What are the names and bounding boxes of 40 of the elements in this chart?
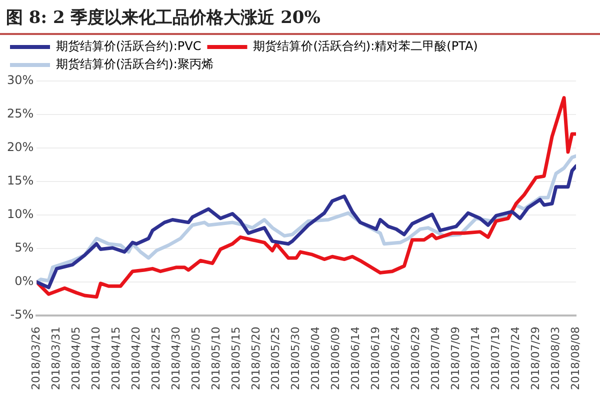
y-tick-label: 25% (7, 106, 34, 121)
x-tick-label: 2018/07/09 (449, 326, 462, 390)
x-tick-label: 2018/04/15 (109, 326, 122, 390)
x-tick-label: 2018/08/03 (548, 326, 562, 390)
x-tick-label: 2018/07/19 (488, 326, 502, 390)
x-tick-label: 2018/03/26 (30, 326, 43, 390)
x-tick-label: 2018/06/09 (329, 326, 342, 390)
x-tick-label: 2018/06/04 (309, 326, 322, 390)
chart-title: 图 8: 2 季度以来化工品价格大涨近 20% (0, 0, 600, 35)
x-tick-label: 2018/05/15 (229, 326, 242, 390)
x-tick-label: 2018/05/25 (269, 326, 282, 390)
x-tick-label: 2018/04/25 (149, 326, 162, 390)
x-tick-label: 2018/06/29 (409, 326, 422, 390)
x-tick-label: 2018/05/10 (209, 326, 222, 390)
x-tick-label: 2018/05/20 (249, 326, 262, 390)
x-tick-label: 2018/07/24 (508, 326, 522, 390)
y-tick-label: 30% (7, 73, 34, 88)
y-tick-label: 10% (7, 207, 34, 222)
x-tick-label: 2018/07/04 (429, 326, 442, 390)
x-tick-label: 2018/03/31 (50, 326, 63, 390)
y-tick-label: 0% (14, 274, 34, 288)
legend-label: 期货结算价(活跃合约):聚丙烯 (56, 57, 214, 72)
x-tick-label: 2018/05/05 (189, 326, 202, 390)
x-tick-label: 2018/08/08 (568, 326, 582, 390)
x-tick-label: 2018/05/30 (289, 326, 302, 390)
x-tick-label: 2018/06/19 (369, 326, 382, 390)
x-tick-label: 2018/04/10 (89, 326, 102, 390)
x-tick-label: 2018/04/30 (169, 326, 182, 390)
legend-label: 期货结算价(活跃合约):精对苯二甲酸(PTA) (253, 39, 478, 54)
x-tick-label: 2018/06/14 (349, 326, 362, 390)
x-tick-label: 2018/07/14 (468, 326, 482, 390)
y-tick-label: 5% (14, 240, 34, 255)
x-tick-label: 2018/07/29 (528, 326, 542, 390)
legend-label: 期货结算价(活跃合约):PVC (56, 39, 202, 54)
x-tick-label: 2018/04/05 (69, 326, 82, 390)
x-tick-label: 2018/04/20 (129, 326, 142, 390)
x-tick-label: 2018/06/24 (389, 326, 402, 390)
y-tick-label: 15% (7, 174, 34, 188)
y-tick-label: 20% (7, 140, 34, 154)
y-tick-label: -5% (10, 308, 34, 322)
